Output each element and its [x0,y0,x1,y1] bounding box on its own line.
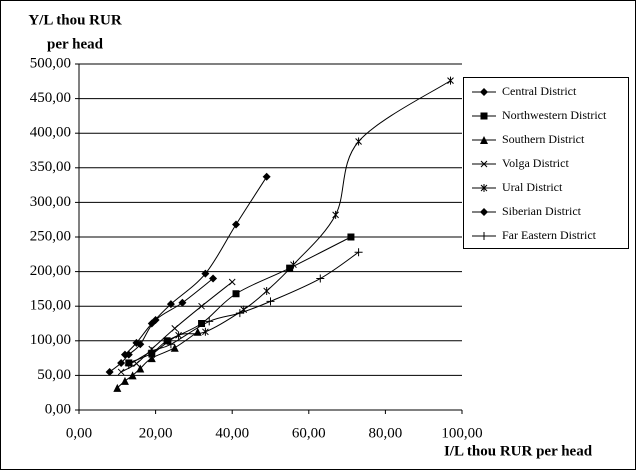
marker [263,286,271,295]
marker [178,298,187,307]
marker [166,340,175,349]
legend-box [463,77,629,249]
legend-label: Central District [502,84,577,98]
y-tick-label: 400,00 [30,125,71,141]
marker [166,300,175,309]
x-tick-label: 0,00 [66,425,92,441]
marker [228,278,236,286]
y-tick-label: 150,00 [30,298,71,314]
marker [136,340,145,349]
marker [202,327,209,336]
marker [124,361,133,370]
marker [124,350,133,359]
y-tick-label: 250,00 [30,228,71,244]
marker [136,364,145,373]
marker [316,274,325,283]
marker [332,210,339,219]
marker [480,136,488,144]
marker [480,160,488,168]
legend-label: Ural District [502,180,563,194]
marker [170,343,179,352]
y-axis-title: Y/L thou RUR [28,12,122,28]
marker [163,337,171,345]
marker [147,347,156,356]
legend-label: Volga District [502,156,569,170]
marker [235,309,244,318]
y-tick-label: 500,00 [30,55,71,71]
marker [171,324,179,332]
y-tick-label: 0,00 [45,401,71,417]
y-axis-title: per head [47,36,104,52]
y-tick-label: 200,00 [30,263,71,279]
marker [128,371,137,380]
marker [113,383,122,392]
y-tick-label: 100,00 [30,332,71,348]
x-axis-title: I/L thou RUR per head [444,443,593,459]
marker [232,220,241,229]
marker [290,260,297,269]
marker [151,316,160,325]
marker [480,184,488,192]
marker [347,233,355,241]
y-tick-label: 300,00 [30,194,71,210]
marker [201,269,210,278]
marker [355,137,362,146]
series-line [128,251,359,366]
legend-label: Northwestern District [502,108,607,122]
marker [262,172,271,181]
marker [209,274,218,283]
marker [480,232,488,240]
legend-label: Siberian District [502,204,582,218]
x-tick-label: 40,00 [215,425,249,441]
marker [354,248,363,257]
x-tick-label: 60,00 [292,425,326,441]
marker [175,331,182,340]
y-tick-label: 50,00 [37,367,71,383]
x-tick-label: 20,00 [139,425,173,441]
marker [205,317,214,326]
x-tick-label: 100,00 [441,425,482,441]
marker [198,320,206,327]
marker [447,76,454,85]
y-tick-label: 350,00 [30,159,71,175]
marker [117,368,125,376]
marker [105,367,114,376]
legend-label: Far Eastern District [502,228,597,242]
marker [480,208,488,216]
marker [480,112,488,120]
x-tick-label: 80,00 [369,425,403,441]
marker [232,290,240,298]
marker [117,358,126,367]
marker [266,297,275,306]
y-tick-label: 450,00 [30,90,71,106]
marker [198,302,205,310]
marker [120,376,129,385]
marker [480,88,488,96]
legend-label: Southern District [502,132,585,146]
